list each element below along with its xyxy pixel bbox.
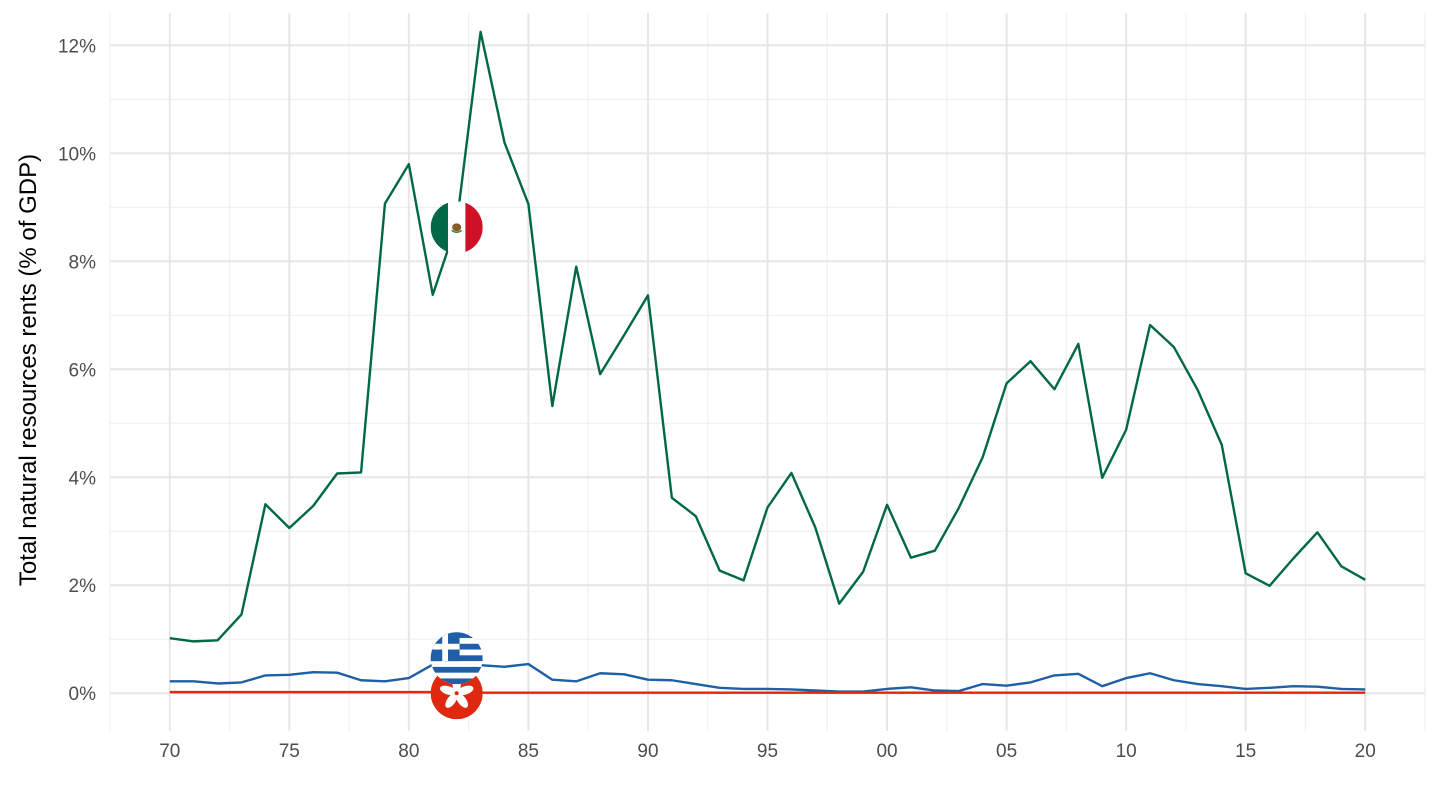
y-tick-label: 12% [58, 36, 96, 57]
x-axis-tick-labels: 70 75 80 85 90 95 00 05 10 15 20 [159, 741, 1376, 762]
x-tick-label: 10 [1116, 741, 1137, 762]
x-tick-label: 80 [398, 741, 419, 762]
y-tick-label: 6% [69, 360, 97, 381]
x-tick-label: 85 [518, 741, 539, 762]
series-flags [430, 201, 483, 720]
series-line [169, 30, 1366, 643]
mexico-flag-icon [430, 201, 483, 254]
greece-flag-icon [430, 632, 483, 685]
x-tick-label: 95 [757, 741, 778, 762]
x-tick-label: 15 [1235, 741, 1256, 762]
series-line [169, 690, 1366, 694]
series-lines [169, 30, 1366, 694]
major-gridlines [110, 13, 1425, 731]
y-tick-label: 10% [58, 144, 96, 165]
y-tick-label: 0% [69, 684, 97, 705]
y-axis-title: Total natural resources rents (% of GDP) [15, 154, 42, 586]
y-axis-tick-labels: 0% 2% 4% 6% 8% 10% 12% [58, 36, 96, 705]
y-tick-label: 8% [69, 252, 97, 273]
series-line [169, 662, 1366, 693]
y-tick-label: 4% [69, 468, 97, 489]
x-tick-label: 00 [876, 741, 897, 762]
x-tick-label: 05 [996, 741, 1017, 762]
x-tick-label: 90 [637, 741, 658, 762]
y-tick-label: 2% [69, 576, 97, 597]
x-tick-label: 20 [1355, 741, 1376, 762]
x-tick-label: 70 [159, 741, 180, 762]
x-tick-label: 75 [279, 741, 300, 762]
